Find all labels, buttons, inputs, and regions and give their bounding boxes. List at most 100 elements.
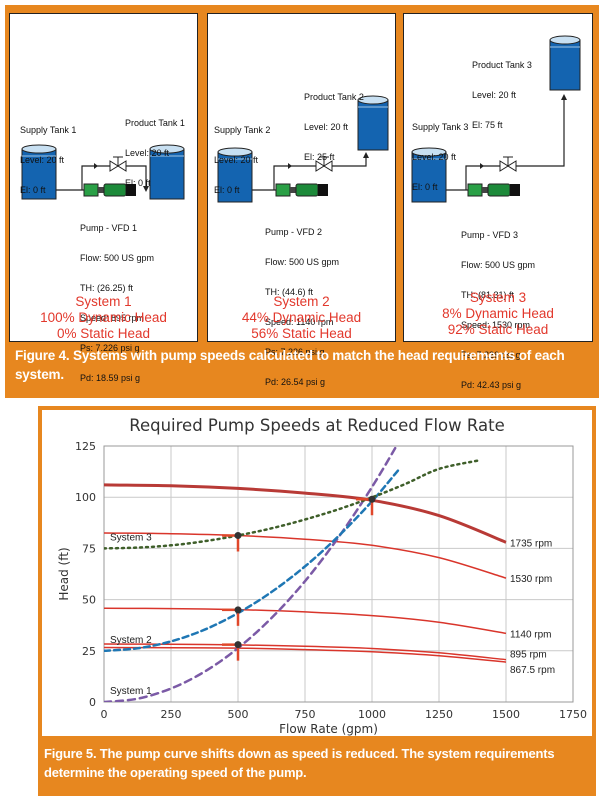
product-tank-level: Level: 20 ft	[125, 148, 170, 158]
figure-5-caption: Figure 5. The pump curve shifts down as …	[44, 746, 555, 780]
pump-suction-pressure: Ps: 7.226 psi g	[80, 343, 140, 353]
pump-data-label: Pump - VFD 1 Flow: 500 US gpm TH: (26.25…	[80, 203, 154, 403]
y-tick-label: 50	[82, 594, 96, 607]
product-tank-elevation: El: 25 ft	[304, 152, 335, 162]
pump-total-head: TH: (26.25) ft	[80, 283, 134, 293]
x-axis-label: Flow Rate (gpm)	[279, 722, 378, 736]
product-tank-label: Product Tank 3 Level: 20 ft El: 75 ft	[472, 40, 532, 150]
pump-flow: Flow: 500 US gpm	[265, 257, 340, 267]
static-head: 56% Static Head	[251, 326, 352, 341]
pump-suction-pressure: Ps: 7.226 psi g	[461, 350, 521, 360]
dynamic-head: 8% Dynamic Head	[442, 306, 554, 321]
pump-curve-867-5-rpm	[104, 646, 507, 663]
product-tank-name: Product Tank 1	[125, 118, 185, 128]
chart-area: Required Pump Speeds at Reduced Flow Rat…	[42, 410, 592, 736]
pump-speed: Speed: 895 rpm	[80, 313, 145, 323]
system-1-panel: Supply Tank 1 Level: 20 ft El: 0 ft Prod…	[9, 13, 198, 383]
pump-icon	[83, 183, 136, 197]
y-tick-label: 75	[82, 542, 96, 555]
figure-4-caption: Figure 4. Systems with pump speeds calcu…	[15, 348, 565, 382]
y-axis-label: Head (ft)	[57, 547, 71, 600]
pump-curve-label: 1735 rpm	[510, 538, 552, 549]
pump-discharge-pressure: Pd: 26.54 psi g	[265, 377, 326, 387]
product-tank-label: Product Tank 2 Level: 20 ft El: 25 ft	[304, 72, 364, 182]
system-title: System 2	[273, 294, 330, 309]
valve-icon	[109, 156, 127, 172]
pump-name: Pump - VFD 3	[461, 230, 519, 240]
product-tank-2-icon	[357, 95, 389, 151]
y-tick-label: 25	[82, 645, 96, 658]
system-curve-label: System 3	[110, 532, 152, 543]
pump-flow: Flow: 500 US gpm	[80, 253, 155, 263]
product-tank-elevation: El: 75 ft	[472, 120, 503, 130]
y-tick-label: 125	[75, 440, 96, 453]
supply-tank-label: Supply Tank 3 Level: 20 ft El: 0 ft	[412, 102, 468, 212]
system-1-schematic	[21, 144, 185, 200]
system-curve-label: System 1	[110, 686, 152, 697]
system-curve-label: System 2	[110, 635, 152, 646]
supply-tank-level: Level: 20 ft	[412, 152, 457, 162]
figure-4: Supply Tank 1 Level: 20 ft El: 0 ft Prod…	[5, 5, 599, 398]
pump-curve-label: 867.5 rpm	[510, 665, 555, 676]
supply-tank-level: Level: 20 ft	[20, 155, 65, 165]
product-tank-1-icon	[149, 144, 185, 200]
supply-tank-name: Supply Tank 3	[412, 122, 469, 132]
x-tick-label: 1500	[492, 708, 520, 721]
system-title: System 1	[75, 294, 132, 309]
system-title: System 3	[469, 290, 527, 305]
pump-curve-895-rpm	[104, 643, 507, 661]
pump-curve-label: 895 rpm	[510, 650, 547, 661]
system-3-panel: Supply Tank 3 Level: 20 ft El: 0 ft Prod…	[403, 13, 593, 390]
pump-curve-1140-rpm	[104, 607, 507, 635]
pump-name: Pump - VFD 1	[80, 223, 138, 233]
system-curve-system-1	[104, 446, 398, 702]
valve-icon	[315, 156, 333, 172]
pump-speed: Speed: 1530 rpm	[461, 320, 531, 330]
supply-tank-elevation: El: 0 ft	[214, 185, 240, 195]
supply-tank-name: Supply Tank 1	[20, 125, 77, 135]
pump-curve-1530-rpm	[104, 532, 507, 579]
y-tick-label: 0	[89, 696, 96, 709]
product-tank-label: Product Tank 1 Level: 20 ft El: 0 ft	[125, 98, 185, 208]
system-summary: System 3 8% Dynamic Head 92% Static Head	[404, 290, 592, 338]
product-tank-3-icon	[549, 35, 581, 91]
system-2-panel: Supply Tank 2 Level: 20 ft El: 0 ft Prod…	[207, 13, 396, 387]
supply-tank-level: Level: 20 ft	[214, 155, 259, 165]
system-curve-system-3	[104, 459, 481, 550]
pump-speed-chart: 0 250 500 750 1000 1250 1500 1750 0 25 50 75 100 125 F…	[57, 440, 587, 736]
supply-tank-label: Supply Tank 2 Level: 20 ft El: 0 ft	[214, 105, 270, 215]
pump-total-head: TH: (44.6) ft	[265, 287, 314, 297]
operating-point-dot	[368, 495, 376, 503]
product-tank-level: Level: 20 ft	[304, 122, 349, 132]
system-summary: System 2 44% Dynamic Head 56% Static Hea…	[208, 294, 395, 342]
pump-discharge-pressure: Pd: 42.43 psi g	[461, 380, 522, 390]
product-tank-level: Level: 20 ft	[472, 90, 517, 100]
supply-tank-name: Supply Tank 2	[214, 125, 271, 135]
supply-tank-elevation: El: 0 ft	[412, 182, 438, 192]
dynamic-head: 100% Dynamic Head	[40, 310, 167, 325]
pump-suction-pressure: Ps: 7.226 psi g	[265, 347, 325, 357]
pump-icon	[275, 183, 328, 197]
supply-tank-elevation: El: 0 ft	[20, 185, 46, 195]
supply-tank-2-icon	[217, 147, 253, 203]
system-2-schematic	[217, 95, 389, 203]
pump-curve-label: 1140 rpm	[510, 629, 552, 640]
supply-tank-1-icon	[21, 144, 57, 200]
x-tick-label: 0	[101, 708, 108, 721]
pump-name: Pump - VFD 2	[265, 227, 323, 237]
pump-data-label: Pump - VFD 3 Flow: 500 US gpm TH: (81.31…	[461, 210, 535, 410]
product-tank-elevation: El: 0 ft	[125, 178, 151, 188]
pump-icon	[467, 183, 520, 197]
pump-curve-1735-rpm	[104, 483, 507, 544]
plot-frame	[103, 445, 574, 703]
pump-total-head: TH: (81.31) ft	[461, 290, 515, 300]
operating-point-dot	[234, 606, 242, 614]
chart-title: Required Pump Speeds at Reduced Flow Rat…	[129, 416, 505, 435]
pump-data-label: Pump - VFD 2 Flow: 500 US gpm TH: (44.6)…	[265, 207, 339, 407]
x-tick-label: 750	[295, 708, 316, 721]
x-tick-label: 1000	[358, 708, 386, 721]
figure-5: Required Pump Speeds at Reduced Flow Rat…	[38, 406, 596, 796]
dynamic-head: 44% Dynamic Head	[241, 310, 362, 325]
x-tick-label: 500	[228, 708, 249, 721]
x-tick-label: 1750	[559, 708, 587, 721]
